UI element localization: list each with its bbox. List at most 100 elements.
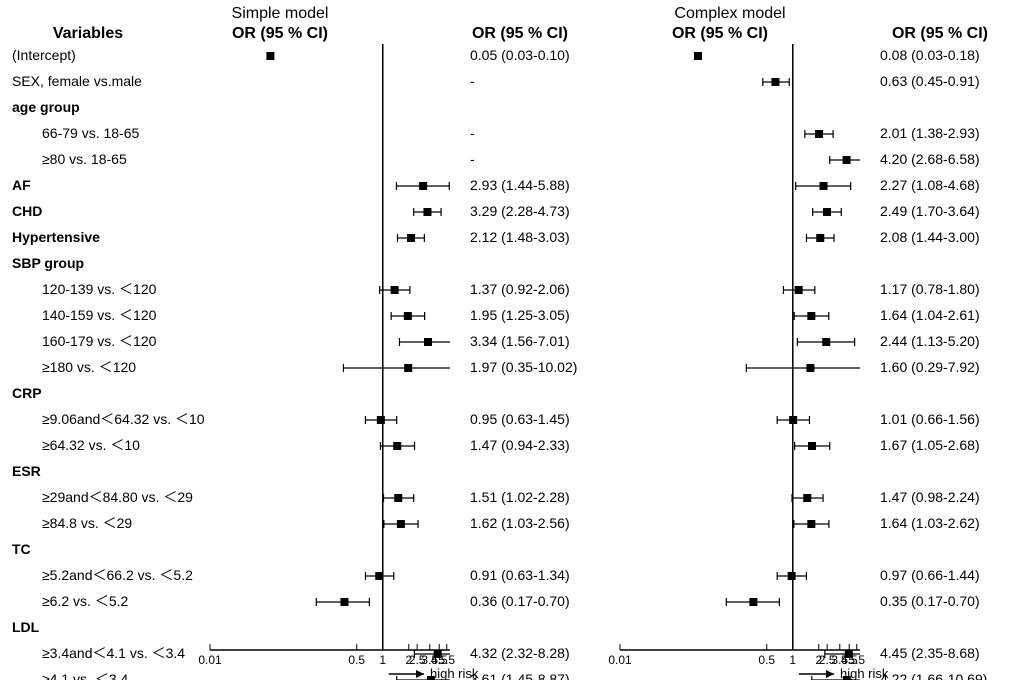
simple-value: 1.95 (1.25-3.05) (470, 307, 570, 323)
simple-value: - (470, 125, 475, 141)
simple-arrow-label: high risk (430, 666, 479, 680)
simple-value: 0.91 (0.63-1.34) (470, 567, 570, 583)
complex-tick-label: 1 (789, 653, 796, 667)
row-label: ESR (12, 463, 41, 479)
row-label: SEX, female vs.male (12, 73, 142, 89)
complex-value: 4.45 (2.35-8.68) (880, 645, 980, 661)
row-label: ≥80 vs. 18-65 (42, 151, 127, 167)
complex-value: 2.27 (1.08-4.68) (880, 177, 980, 193)
complex-marker (816, 234, 824, 242)
simple-marker (407, 234, 415, 242)
simple-tick-label: 0.5 (348, 653, 365, 667)
complex-tick-label: 5.5 (848, 653, 865, 667)
row-label: TC (12, 541, 31, 557)
simple-value: 1.37 (0.92-2.06) (470, 281, 570, 297)
simple-marker (377, 416, 385, 424)
complex-value: 1.60 (0.29-7.92) (880, 359, 980, 375)
complex-marker (823, 208, 831, 216)
simple-marker (393, 442, 401, 450)
complex-value: 1.67 (1.05-2.68) (880, 437, 980, 453)
row-label: ≥6.2 vs. ＜5.2 (42, 593, 128, 609)
complex-plot-header: OR (95 % CI) (672, 25, 768, 42)
row-label: CRP (12, 385, 42, 401)
complex-marker (815, 130, 823, 138)
complex-value: 0.08 (0.03-0.18) (880, 47, 980, 63)
complex-tick-label: 0.5 (758, 653, 775, 667)
simple-marker (419, 182, 427, 190)
complex-model-title: Complex model (674, 5, 785, 22)
complex-marker (694, 52, 702, 60)
simple-value: 1.51 (1.02-2.28) (470, 489, 570, 505)
row-label: age group (12, 99, 80, 115)
row-label: ≥180 vs. ＜120 (42, 359, 136, 375)
simple-value: - (470, 151, 475, 167)
complex-arrow-label: high risk (840, 666, 889, 680)
simple-value: 1.47 (0.94-2.33) (470, 437, 570, 453)
simple-marker (404, 364, 412, 372)
complex-marker (807, 312, 815, 320)
complex-tick-label: 0.01 (608, 653, 632, 667)
simple-value: 4.32 (2.32-8.28) (470, 645, 570, 661)
complex-marker (803, 494, 811, 502)
variables-header: Variables (53, 25, 123, 42)
complex-value: 1.17 (0.78-1.80) (880, 281, 980, 297)
complex-marker (789, 416, 797, 424)
row-label: 160-179 vs. ＜120 (42, 333, 157, 349)
complex-marker (749, 598, 757, 606)
row-label: ≥29and＜84.80 vs. ＜29 (42, 489, 193, 505)
complex-marker (820, 182, 828, 190)
complex-arrow-head (826, 670, 834, 678)
simple-marker (340, 598, 348, 606)
simple-arrow-head (416, 670, 424, 678)
complex-marker (795, 286, 803, 294)
simple-marker (394, 494, 402, 502)
simple-value: 3.29 (2.28-4.73) (470, 203, 570, 219)
complex-value: 4.22 (1.66-10.69) (880, 671, 987, 680)
complex-value: 4.20 (2.68-6.58) (880, 151, 980, 167)
simple-tick-label: 5.5 (438, 653, 455, 667)
simple-value: 2.93 (1.44-5.88) (470, 177, 570, 193)
row-label: ≥3.4and＜4.1 vs. ＜3.4 (42, 645, 185, 661)
simple-marker (423, 208, 431, 216)
complex-marker (806, 364, 814, 372)
simple-value: 1.97 (0.35-10.02) (470, 359, 577, 375)
row-label: 120-139 vs. ＜120 (42, 281, 157, 297)
complex-value: 1.64 (1.03-2.62) (880, 515, 980, 531)
complex-text-header: OR (95 % CI) (892, 25, 988, 42)
complex-marker (807, 520, 815, 528)
simple-value: - (470, 73, 475, 89)
complex-value: 1.01 (0.66-1.56) (880, 411, 980, 427)
simple-value: 0.05 (0.03-0.10) (470, 47, 570, 63)
row-label: SBP group (12, 255, 84, 271)
row-label: Hypertensive (12, 229, 100, 245)
complex-marker (771, 78, 779, 86)
row-label: ≥5.2and＜66.2 vs. ＜5.2 (42, 567, 193, 583)
complex-value: 0.63 (0.45-0.91) (880, 73, 980, 89)
row-label: 66-79 vs. 18-65 (42, 125, 139, 141)
complex-value: 2.44 (1.13-5.20) (880, 333, 980, 349)
row-label: ≥9.06and＜64.32 vs. ＜10 (42, 411, 205, 427)
complex-marker (843, 156, 851, 164)
complex-value: 1.64 (1.04-2.61) (880, 307, 980, 323)
complex-value: 0.97 (0.66-1.44) (880, 567, 980, 583)
simple-value: 0.95 (0.63-1.45) (470, 411, 570, 427)
row-label: ≥4.1 vs. ＜3.4 (42, 671, 128, 680)
row-label: 140-159 vs. ＜120 (42, 307, 157, 323)
row-label: CHD (12, 203, 42, 219)
simple-marker (375, 572, 383, 580)
complex-value: 0.35 (0.17-0.70) (880, 593, 980, 609)
simple-value: 3.34 (1.56-7.01) (470, 333, 570, 349)
complex-value: 2.49 (1.70-3.64) (880, 203, 980, 219)
simple-value: 0.36 (0.17-0.70) (470, 593, 570, 609)
row-label: LDL (12, 619, 40, 635)
simple-model-title: Simple model (232, 5, 329, 22)
row-label: ≥84.8 vs. ＜29 (42, 515, 132, 531)
simple-value: 1.62 (1.03-2.56) (470, 515, 570, 531)
simple-plot-header: OR (95 % CI) (232, 25, 328, 42)
simple-tick-label: 1 (379, 653, 386, 667)
complex-marker (788, 572, 796, 580)
simple-marker (391, 286, 399, 294)
simple-marker (424, 338, 432, 346)
row-label: AF (12, 177, 31, 193)
simple-marker (397, 520, 405, 528)
